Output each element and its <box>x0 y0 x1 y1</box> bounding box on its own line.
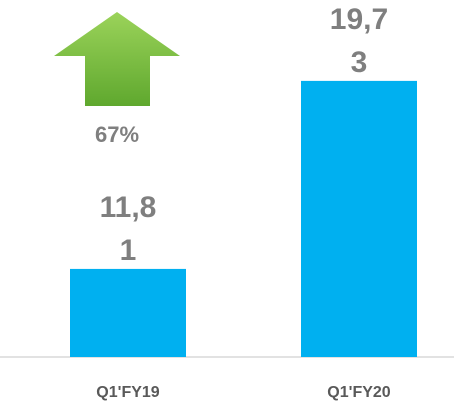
annotation: 67% <box>95 122 139 147</box>
x-tick-label: Q1'FY20 <box>327 384 390 401</box>
value-label: 11,81 <box>99 190 157 267</box>
x-tick-label: Q1'FY19 <box>96 384 159 401</box>
bar <box>70 268 186 357</box>
bar <box>301 80 417 357</box>
arrow-icon <box>54 12 180 106</box>
value-label: 19,73 <box>329 2 389 79</box>
